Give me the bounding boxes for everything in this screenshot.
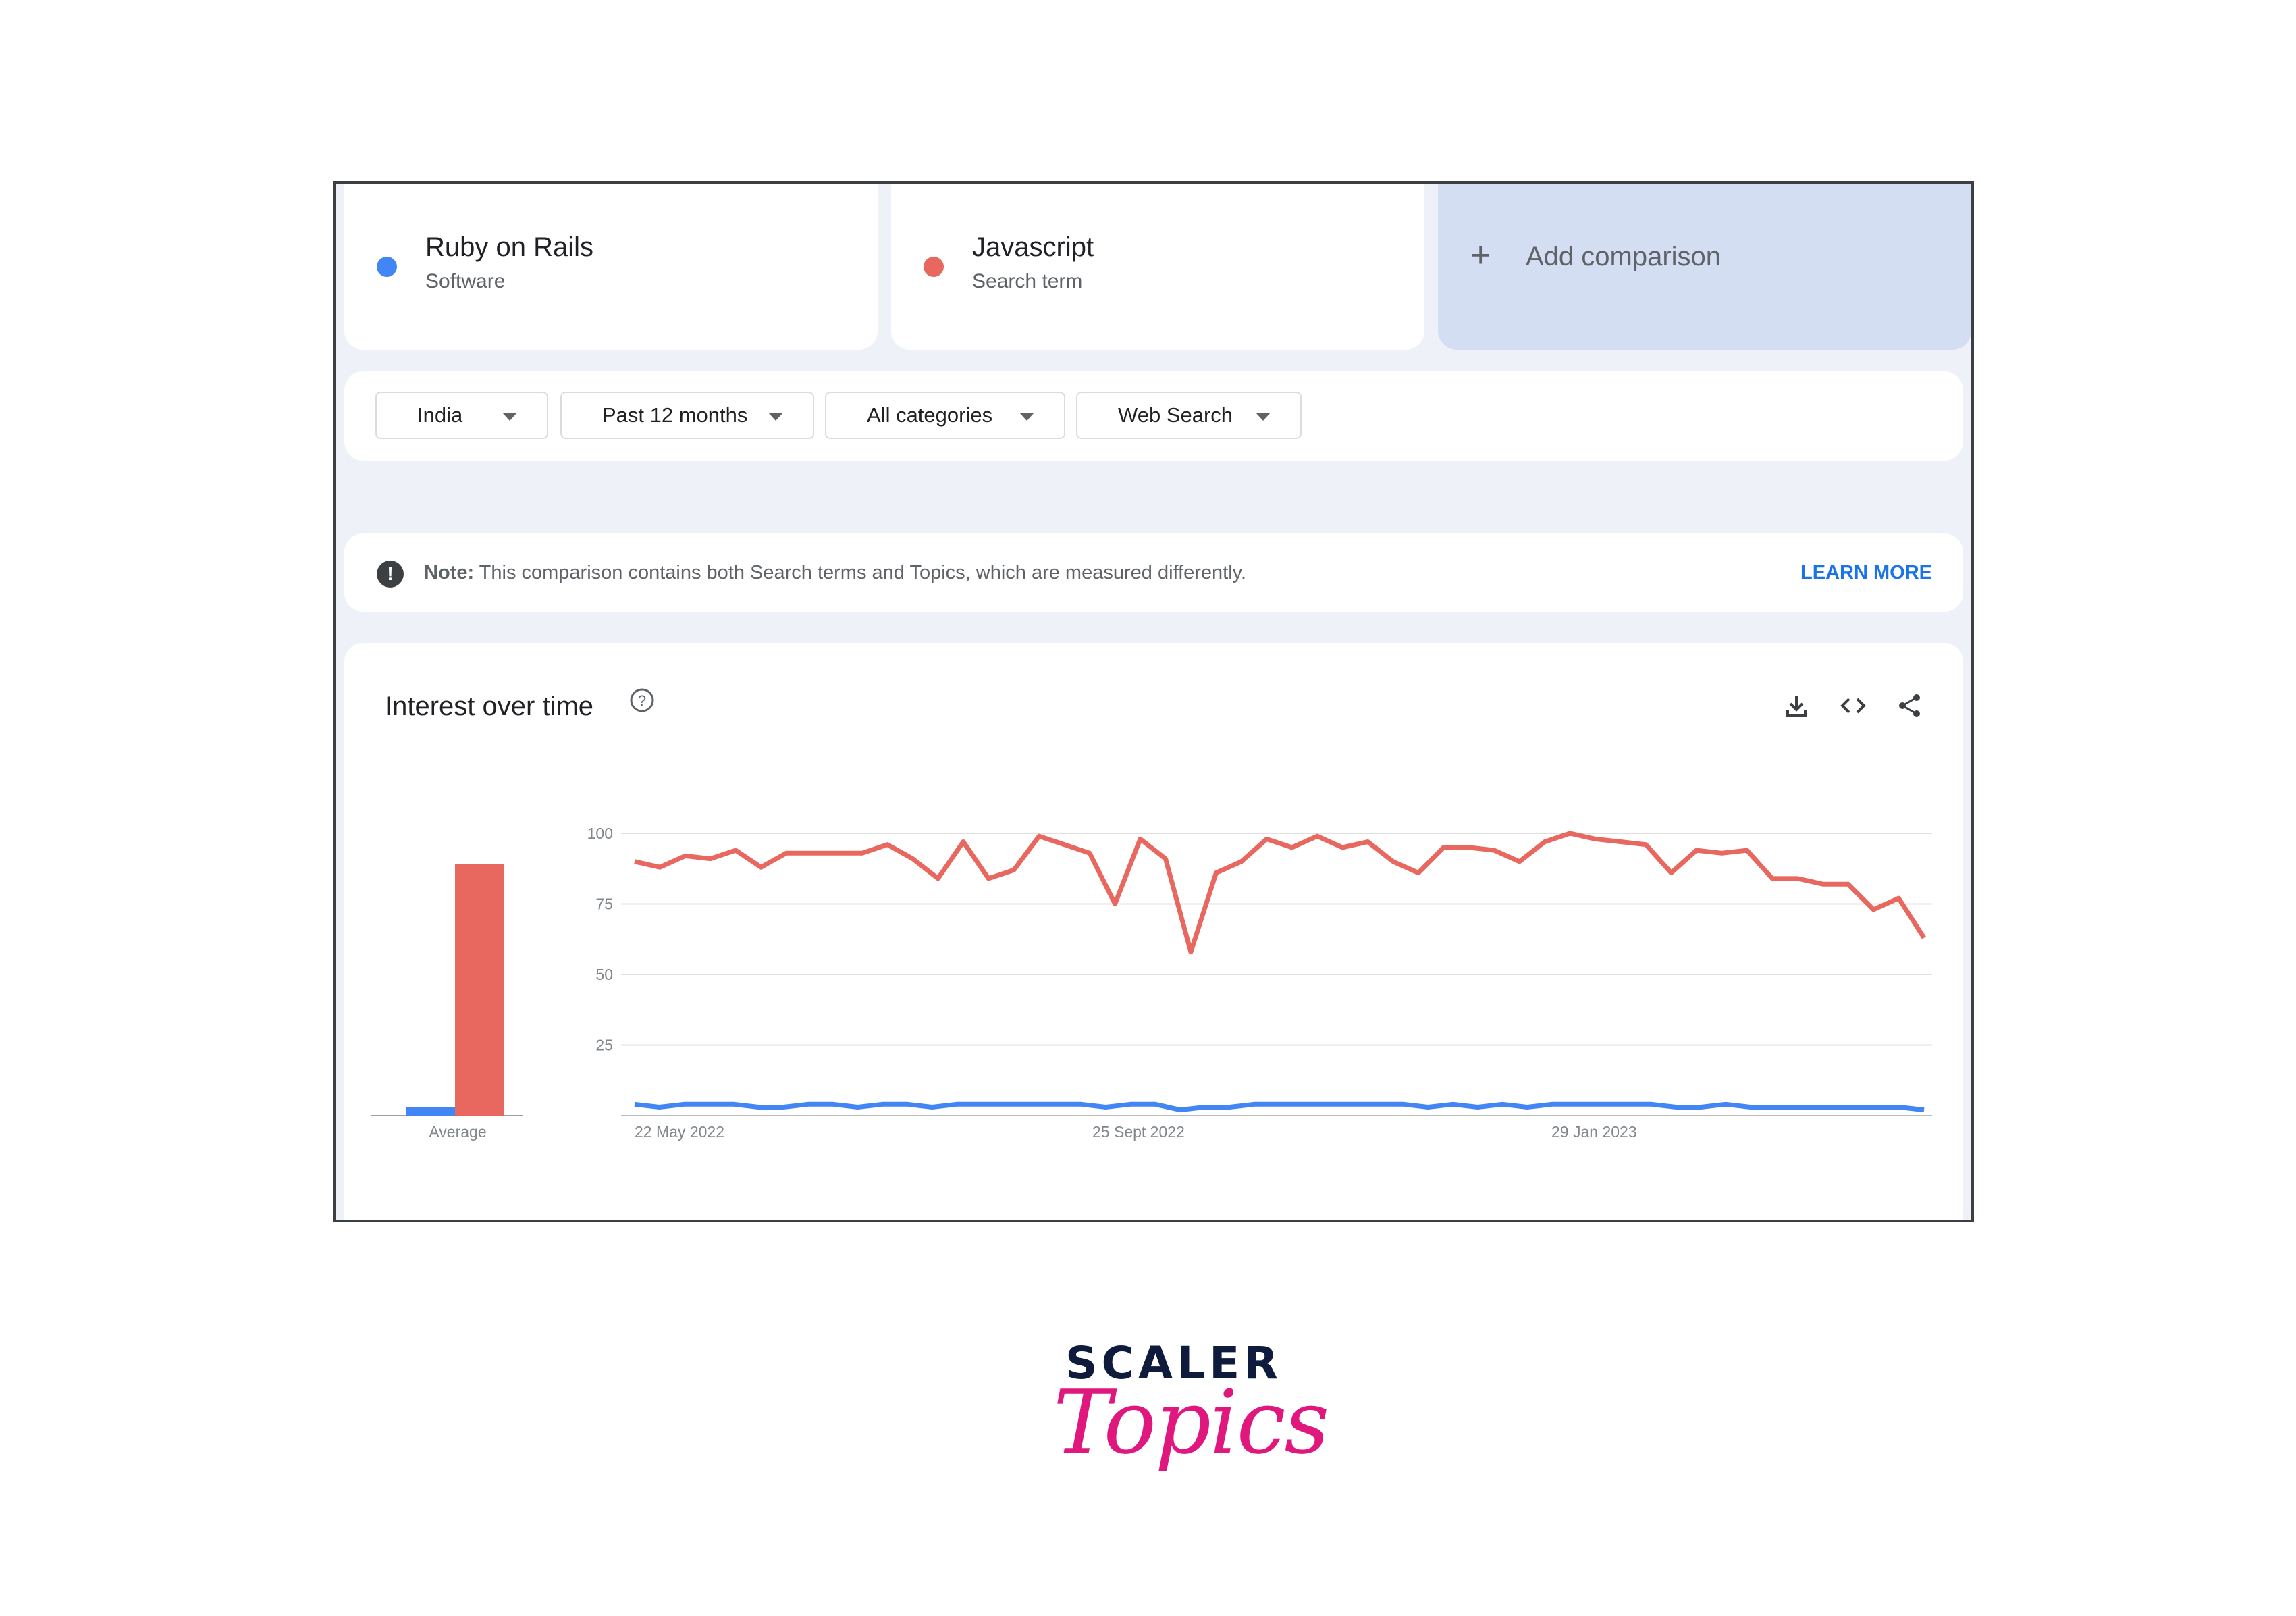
comparison-term-ruby-on-rails[interactable]: Ruby on Rails Software: [344, 184, 878, 350]
category-dropdown-label: All categories: [867, 403, 993, 427]
y-tick-label: 50: [595, 966, 613, 983]
series-line: [634, 831, 1926, 955]
term-type: Software: [425, 270, 506, 292]
note-text: Note: This comparison contains both Sear…: [424, 562, 1246, 584]
average-bar: [455, 864, 504, 1116]
chart-title: Interest over time: [385, 692, 594, 721]
embed-code-icon[interactable]: [1839, 692, 1867, 720]
term-name: Javascript: [972, 232, 1094, 262]
add-comparison-label: Add comparison: [1526, 242, 1721, 271]
time-range-dropdown-label: Past 12 months: [602, 403, 748, 427]
term-type: Search term: [972, 270, 1083, 292]
add-comparison-button[interactable]: + Add comparison: [1438, 184, 1971, 350]
series-color-dot: [377, 257, 397, 277]
series-line: [634, 1101, 1925, 1113]
region-dropdown-label: India: [417, 403, 463, 427]
interest-chart: 100 75 50 25 Average 22 May 2022 25 Sept 2022 2…: [371, 825, 1932, 1141]
share-icon[interactable]: [1896, 692, 1924, 720]
category-dropdown[interactable]: All categories: [825, 392, 1065, 439]
interest-over-time-card: Interest over time ? 100 75 50 25 Average 22 …: [344, 643, 1963, 1220]
dropdown-arrow-icon: [1256, 413, 1271, 421]
search-type-dropdown[interactable]: Web Search: [1076, 392, 1302, 439]
help-icon[interactable]: ?: [629, 687, 655, 713]
filter-bar: India Past 12 months All categories Web …: [344, 371, 1963, 461]
exclamation-icon: !: [377, 561, 404, 588]
note-banner: ! Note: This comparison contains both Se…: [344, 533, 1963, 612]
dropdown-arrow-icon: [1019, 413, 1034, 421]
average-bar: [406, 1107, 455, 1116]
logo-wordmark-top: SCALER: [1065, 1337, 1283, 1389]
term-name: Ruby on Rails: [425, 232, 594, 262]
average-label: Average: [429, 1123, 486, 1141]
google-trends-panel: Ruby on Rails Software Javascript Search…: [333, 181, 1974, 1222]
dropdown-arrow-icon: [768, 413, 783, 421]
logo-wordmark-bottom: Topics: [1053, 1371, 1329, 1474]
x-tick-label: 25 Sept 2022: [1092, 1123, 1185, 1141]
download-icon[interactable]: [1782, 692, 1811, 720]
dropdown-arrow-icon: [502, 413, 517, 421]
y-tick-label: 25: [595, 1037, 613, 1054]
series-color-dot: [924, 257, 944, 277]
region-dropdown[interactable]: India: [375, 392, 548, 439]
scaler-topics-logo: SCALER Topics: [1053, 1330, 1329, 1506]
x-tick-label: 29 Jan 2023: [1551, 1123, 1637, 1141]
svg-text:?: ?: [638, 692, 646, 709]
comparison-term-javascript[interactable]: Javascript Search term: [891, 184, 1424, 350]
note-prefix: Note:: [424, 562, 475, 583]
note-message: This comparison contains both Search ter…: [479, 562, 1247, 583]
time-range-dropdown[interactable]: Past 12 months: [560, 392, 814, 439]
search-type-dropdown-label: Web Search: [1118, 403, 1233, 427]
x-tick-label: 22 May 2022: [635, 1123, 724, 1141]
y-tick-label: 100: [587, 825, 613, 842]
learn-more-link[interactable]: LEARN MORE: [1800, 562, 1932, 583]
y-tick-label: 75: [595, 895, 613, 913]
plus-icon: +: [1470, 236, 1491, 275]
